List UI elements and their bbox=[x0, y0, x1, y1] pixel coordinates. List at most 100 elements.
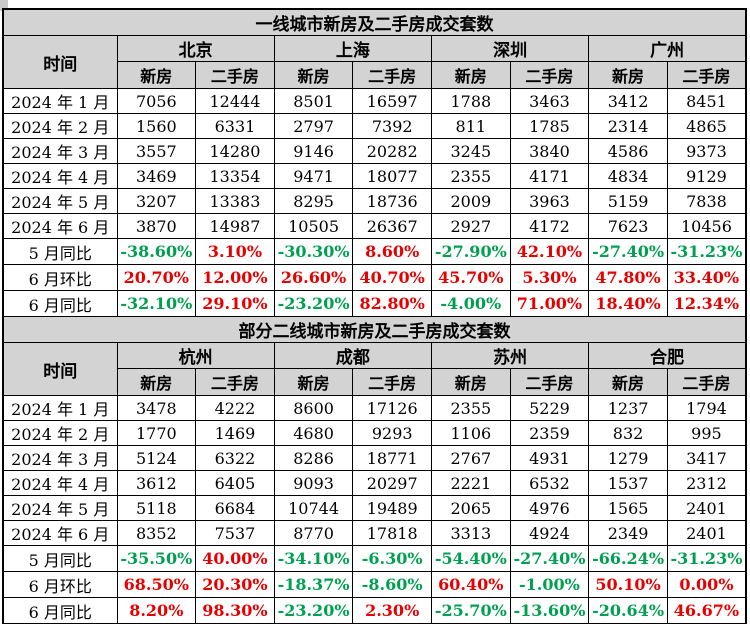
value-cell: 2009 bbox=[431, 188, 511, 214]
pct-cell: -30.30% bbox=[273, 238, 354, 265]
row-label: 5 月同比 bbox=[2, 545, 118, 572]
row-label: 6 月环比 bbox=[2, 571, 118, 598]
table-row: 2024 年 6 月 3870 14987 10505 26367 2927 4… bbox=[2, 213, 747, 239]
pct-cell: 5.30% bbox=[509, 264, 590, 291]
value-cell: 4931 bbox=[509, 445, 590, 471]
value-cell: 8286 bbox=[273, 445, 354, 471]
table-row: 2024 年 5 月 3207 13383 8295 18736 2009 39… bbox=[2, 188, 747, 214]
pct-cell: 50.10% bbox=[588, 571, 668, 598]
value-cell: 4171 bbox=[509, 163, 590, 189]
city-header-suzhou: 苏州 bbox=[430, 342, 590, 369]
city-header-hefei: 合肥 bbox=[588, 342, 747, 369]
value-cell: 995 bbox=[666, 420, 747, 446]
pct-cell: 20.30% bbox=[195, 571, 275, 598]
corner-fragment bbox=[0, 0, 8, 11]
value-cell: 14280 bbox=[195, 138, 275, 164]
value-cell: 3612 bbox=[116, 470, 197, 496]
value-cell: 9146 bbox=[273, 138, 354, 164]
value-cell: 2314 bbox=[588, 113, 668, 139]
table-row: 5 月同比 -38.60% 3.10% -30.30% 8.60% -27.90… bbox=[2, 238, 747, 265]
row-label: 2024 年 5 月 bbox=[2, 188, 118, 214]
value-cell: 1785 bbox=[509, 113, 590, 139]
pct-cell: -23.20% bbox=[273, 290, 354, 317]
city-header-shenzhen: 深圳 bbox=[430, 35, 590, 62]
value-cell: 3840 bbox=[509, 138, 590, 164]
value-cell: 9093 bbox=[273, 470, 354, 496]
table-row: 2024 年 2 月 1560 6331 2797 7392 811 1785 … bbox=[2, 113, 747, 139]
pct-cell: -27.40% bbox=[588, 238, 668, 265]
row-label: 2024 年 6 月 bbox=[2, 213, 118, 239]
value-cell: 4586 bbox=[588, 138, 668, 164]
housing-transactions-table: 一线城市新房及二手房成交套数 时间 北京 上海 深圳 广州 新房 二手房 新房 … bbox=[2, 8, 747, 624]
time-column-header: 时间 bbox=[2, 35, 118, 89]
value-cell: 1565 bbox=[588, 495, 668, 521]
value-cell: 8770 bbox=[273, 520, 354, 546]
value-cell: 5118 bbox=[116, 495, 197, 521]
pct-cell: -31.23% bbox=[666, 238, 747, 265]
pct-cell: 8.20% bbox=[116, 597, 197, 624]
pct-cell: 40.70% bbox=[352, 264, 432, 291]
pct-cell: -1.00% bbox=[509, 571, 590, 598]
pct-cell: 45.70% bbox=[431, 264, 511, 291]
col-header-resale: 二手房 bbox=[195, 368, 275, 396]
value-cell: 2312 bbox=[666, 470, 747, 496]
row-label: 2024 年 1 月 bbox=[2, 395, 118, 421]
value-cell: 4834 bbox=[588, 163, 668, 189]
table-row: 2024 年 5 月 5118 6684 10744 19489 2065 49… bbox=[2, 495, 747, 521]
value-cell: 1279 bbox=[588, 445, 668, 471]
value-cell: 3207 bbox=[116, 188, 197, 214]
pct-cell: 12.34% bbox=[666, 290, 747, 317]
value-cell: 3245 bbox=[431, 138, 511, 164]
value-cell: 3557 bbox=[116, 138, 197, 164]
col-header-resale: 二手房 bbox=[509, 61, 590, 89]
value-cell: 9129 bbox=[666, 163, 747, 189]
pct-cell: -54.40% bbox=[431, 545, 511, 572]
col-header-newhome: 新房 bbox=[431, 368, 511, 396]
value-cell: 17818 bbox=[352, 520, 432, 546]
city-header-hangzhou: 杭州 bbox=[116, 342, 275, 369]
value-cell: 6405 bbox=[195, 470, 275, 496]
value-cell: 19489 bbox=[352, 495, 432, 521]
col-header-newhome: 新房 bbox=[431, 61, 511, 89]
value-cell: 20297 bbox=[352, 470, 432, 496]
table-row: 一线城市新房及二手房成交套数 bbox=[2, 8, 747, 36]
pct-cell: -23.20% bbox=[273, 597, 354, 624]
value-cell: 8451 bbox=[666, 88, 747, 114]
pct-cell: 98.30% bbox=[195, 597, 275, 624]
value-cell: 3463 bbox=[509, 88, 590, 114]
value-cell: 1237 bbox=[588, 395, 668, 421]
table2-title: 部分二线城市新房及二手房成交套数 bbox=[2, 316, 747, 343]
row-label: 2024 年 4 月 bbox=[2, 163, 118, 189]
pct-cell: 42.10% bbox=[509, 238, 590, 265]
value-cell: 2797 bbox=[273, 113, 354, 139]
row-label: 2024 年 5 月 bbox=[2, 495, 118, 521]
row-label: 2024 年 2 月 bbox=[2, 420, 118, 446]
value-cell: 4172 bbox=[509, 213, 590, 239]
table-row: 时间 北京 上海 深圳 广州 bbox=[2, 35, 747, 89]
pct-cell: 26.60% bbox=[273, 264, 354, 291]
value-cell: 20282 bbox=[352, 138, 432, 164]
value-cell: 2359 bbox=[509, 420, 590, 446]
value-cell: 18736 bbox=[352, 188, 432, 214]
city-header-shanghai: 上海 bbox=[273, 35, 433, 62]
pct-cell: 40.00% bbox=[195, 545, 275, 572]
table-row: 6 月环比 68.50% 20.30% -18.37% -8.60% 60.40… bbox=[2, 571, 747, 598]
value-cell: 16597 bbox=[352, 88, 432, 114]
value-cell: 4680 bbox=[273, 420, 354, 446]
value-cell: 3469 bbox=[116, 163, 197, 189]
pct-cell: -32.10% bbox=[116, 290, 197, 317]
value-cell: 8600 bbox=[273, 395, 354, 421]
city-header-guangzhou: 广州 bbox=[588, 35, 747, 62]
value-cell: 1469 bbox=[195, 420, 275, 446]
pct-cell: 82.80% bbox=[352, 290, 432, 317]
pct-cell: 46.67% bbox=[666, 597, 747, 624]
row-label: 2024 年 3 月 bbox=[2, 138, 118, 164]
value-cell: 2401 bbox=[666, 520, 747, 546]
row-label: 6 月同比 bbox=[2, 597, 118, 624]
table-row: 时间 杭州 成都 苏州 合肥 bbox=[2, 342, 747, 396]
value-cell: 2401 bbox=[666, 495, 747, 521]
value-cell: 4924 bbox=[509, 520, 590, 546]
value-cell: 17126 bbox=[352, 395, 432, 421]
pct-cell: -34.10% bbox=[273, 545, 354, 572]
